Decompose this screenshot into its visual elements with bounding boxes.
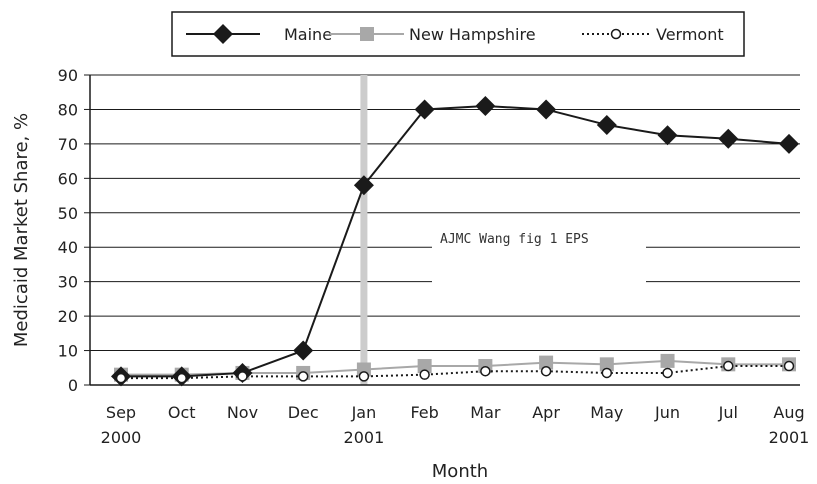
series-maine	[111, 96, 799, 387]
circle-marker	[480, 365, 491, 377]
series-vermont	[115, 360, 795, 384]
square-marker	[360, 27, 374, 41]
x-axis-title: Month	[432, 461, 488, 482]
y-tick-label: 70	[58, 135, 78, 154]
y-tick-label: 40	[58, 238, 78, 257]
diamond-marker	[718, 128, 739, 149]
series-layer	[111, 96, 799, 387]
legend-label: New Hampshire	[409, 25, 536, 44]
series-line	[121, 365, 789, 380]
y-tick-label: 90	[58, 66, 78, 85]
x-tick-label: Jan	[351, 403, 377, 422]
overlay-label: AJMC Wang fig 1 EPS	[440, 232, 589, 247]
x-tick-label: Nov	[227, 403, 258, 422]
circle-marker	[540, 365, 552, 377]
circle-marker	[419, 369, 430, 380]
diamond-marker	[414, 99, 435, 120]
square-marker	[599, 357, 614, 372]
x-tick-label: Apr	[532, 403, 560, 422]
x-tick-sublabel: 2000	[101, 428, 142, 447]
y-tick-label: 30	[58, 273, 78, 292]
circle-marker	[723, 360, 734, 372]
x-tick-label: Jul	[718, 403, 738, 422]
x-tick-label: Jun	[654, 403, 680, 422]
diamond-marker	[293, 340, 314, 361]
x-tick-label: Sep	[106, 403, 136, 422]
y-tick-label: 10	[58, 342, 78, 361]
series-line	[121, 359, 789, 376]
diamond-marker	[353, 175, 374, 196]
x-tick-label: Oct	[168, 403, 196, 422]
x-tick-labels: Sep 2000 Oct Nov Dec Jan 2001 Feb Mar Apr May Jun Ju…	[101, 403, 810, 447]
circle-marker	[237, 371, 248, 382]
y-tick-label: 80	[58, 100, 78, 119]
legend: Maine New Hampshire Vermont	[171, 11, 745, 57]
y-axis-title: Medicaid Market Share, %	[11, 113, 32, 347]
circle-marker	[610, 28, 622, 40]
square-marker	[660, 353, 675, 368]
circle-marker	[358, 371, 370, 382]
x-tick-label: Aug	[773, 403, 804, 422]
y-tick-label: 20	[58, 307, 78, 326]
circle-marker	[662, 367, 673, 379]
circle-marker	[115, 372, 127, 384]
diamond-marker	[475, 96, 496, 116]
diamond-marker	[213, 24, 233, 44]
legend-label: Vermont	[656, 25, 724, 44]
series-line	[121, 104, 790, 378]
x-tick-label: May	[590, 403, 623, 422]
diamond-marker	[779, 133, 799, 154]
square-marker	[539, 355, 554, 370]
circle-marker	[297, 371, 309, 382]
legend-label: Maine	[284, 25, 332, 44]
y-tick-labels: 0 10 20 30 40 50 60 70 80 90	[58, 66, 78, 395]
y-tick-label: 50	[58, 204, 78, 223]
square-marker	[417, 359, 432, 374]
x-tick-sublabel: 2001	[344, 428, 385, 447]
circle-marker	[176, 372, 187, 384]
axes	[84, 74, 800, 386]
y-tick-label: 0	[68, 376, 78, 395]
x-tick-label: Mar	[470, 403, 501, 422]
x-tick-sublabel: 2001	[769, 428, 810, 447]
diamond-marker	[536, 99, 557, 120]
circle-marker	[783, 360, 795, 372]
diamond-marker	[657, 125, 678, 146]
diamond-marker	[596, 114, 617, 135]
x-tick-label: Feb	[410, 403, 438, 422]
x-tick-label: Dec	[288, 403, 319, 422]
y-tick-label: 60	[58, 169, 78, 188]
circle-marker	[601, 367, 613, 379]
overlay-label-box	[432, 227, 646, 285]
